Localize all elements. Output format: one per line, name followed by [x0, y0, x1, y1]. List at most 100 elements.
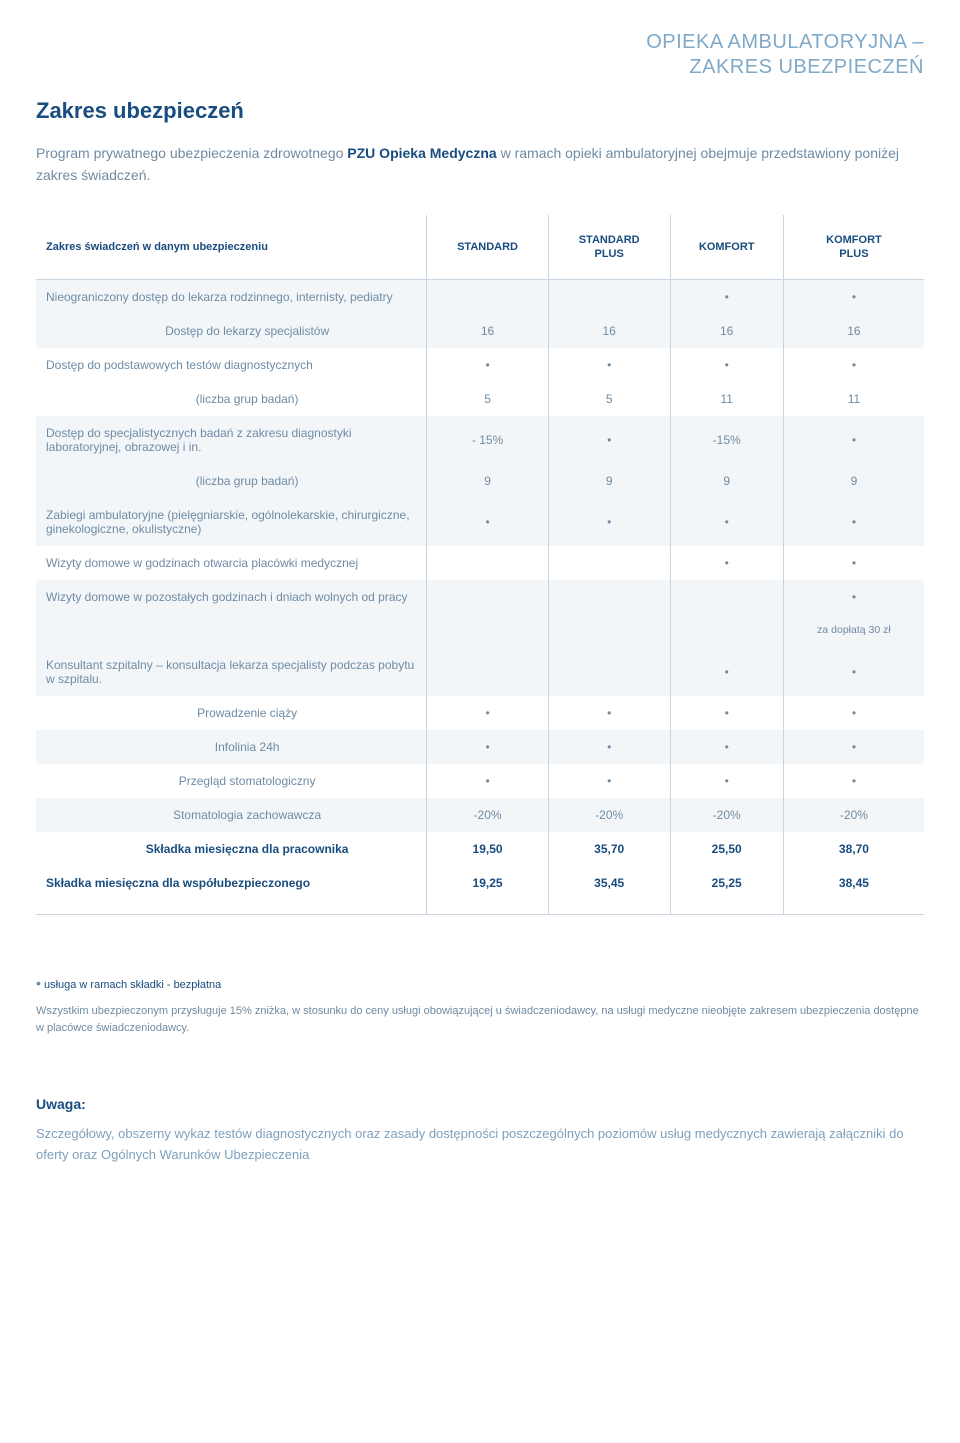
- cell: •: [783, 764, 924, 798]
- row-label: Dostęp do specjalistycznych badań z zakr…: [36, 416, 427, 464]
- table-row-note: za dopłatą 30 zł: [36, 614, 924, 648]
- cell: •: [548, 348, 670, 382]
- cell: 5: [548, 382, 670, 416]
- header-line2: ZAKRES UBEZPIECZEŃ: [689, 56, 924, 78]
- cell: •: [670, 498, 783, 546]
- row-label: (liczba grup badań): [36, 382, 427, 416]
- cell: [427, 648, 549, 696]
- cell: •: [427, 764, 549, 798]
- cell: 11: [783, 382, 924, 416]
- table-row: Dostęp do specjalistycznych badań z zakr…: [36, 416, 924, 464]
- row-label: Zabiegi ambulatoryjne (pielęgniarskie, o…: [36, 498, 427, 546]
- legend-label: usługa w ramach składki - bezpłatna: [41, 979, 221, 991]
- cell: •: [670, 546, 783, 580]
- section-header: OPIEKA AMBULATORYJNA – ZAKRES UBEZPIECZE…: [36, 30, 924, 80]
- row-label: Składka miesięczna dla współubezpieczone…: [36, 866, 427, 915]
- row-label-empty: [36, 614, 427, 648]
- cell: •: [783, 648, 924, 696]
- note-paragraph: Szczegółowy, obszerny wykaz testów diagn…: [36, 1124, 924, 1166]
- col-komfort: KOMFORT: [670, 215, 783, 280]
- cell: •: [670, 730, 783, 764]
- row-label: Dostęp do lekarzy specjalistów: [36, 314, 427, 348]
- cell: •: [783, 416, 924, 464]
- table-row: Dostęp do lekarzy specjalistów 16 16 16 …: [36, 314, 924, 348]
- table-row: Stomatologia zachowawcza -20% -20% -20% …: [36, 798, 924, 832]
- col-standard-plus: STANDARD PLUS: [548, 215, 670, 280]
- legend: • usługa w ramach składki - bezpłatna: [36, 975, 924, 991]
- table-row: Wizyty domowe w godzinach otwarcia placó…: [36, 546, 924, 580]
- cell: [427, 614, 549, 648]
- row-label: Składka miesięczna dla pracownika: [36, 832, 427, 866]
- row-label: (liczba grup badań): [36, 464, 427, 498]
- coverage-table: Zakres świadczeń w danym ubezpieczeniu S…: [36, 215, 924, 915]
- cell: 25,50: [670, 832, 783, 866]
- cell: •: [783, 696, 924, 730]
- cell: -20%: [548, 798, 670, 832]
- cell: -20%: [670, 798, 783, 832]
- row-label: Infolinia 24h: [36, 730, 427, 764]
- cell: 38,45: [783, 866, 924, 915]
- cell: [548, 614, 670, 648]
- cell: •: [670, 348, 783, 382]
- cell: •: [548, 764, 670, 798]
- cell: [548, 648, 670, 696]
- intro-paragraph: Program prywatnego ubezpieczenia zdrowot…: [36, 142, 924, 187]
- cell: 35,45: [548, 866, 670, 915]
- table-row-premium-coinsured: Składka miesięczna dla współubezpieczone…: [36, 866, 924, 915]
- cell: •: [783, 280, 924, 315]
- cell: [670, 580, 783, 614]
- row-label: Stomatologia zachowawcza: [36, 798, 427, 832]
- col-komfort-plus-l1: KOMFORT: [826, 234, 882, 246]
- table-header-row: Zakres świadczeń w danym ubezpieczeniu S…: [36, 215, 924, 280]
- page-title: Zakres ubezpieczeń: [36, 98, 924, 124]
- table-row: Prowadzenie ciąży • • • •: [36, 696, 924, 730]
- row-label: Wizyty domowe w pozostałych godzinach i …: [36, 580, 427, 614]
- cell: •: [670, 648, 783, 696]
- intro-bold: PZU Opieka Medyczna: [347, 145, 496, 161]
- cell: •: [670, 764, 783, 798]
- cell: - 15%: [427, 416, 549, 464]
- cell: 38,70: [783, 832, 924, 866]
- table-row-premium-employee: Składka miesięczna dla pracownika 19,50 …: [36, 832, 924, 866]
- cell: •: [548, 730, 670, 764]
- cell: •: [548, 498, 670, 546]
- table-row: Infolinia 24h • • • •: [36, 730, 924, 764]
- cell: [427, 280, 549, 315]
- cell: 19,25: [427, 866, 549, 915]
- cell: 35,70: [548, 832, 670, 866]
- cell: 9: [670, 464, 783, 498]
- cell: 9: [783, 464, 924, 498]
- header-line1: OPIEKA AMBULATORYJNA –: [646, 31, 924, 53]
- cell: •: [548, 696, 670, 730]
- cell: [548, 280, 670, 315]
- cell: •: [670, 696, 783, 730]
- cell: [548, 580, 670, 614]
- cell: 16: [548, 314, 670, 348]
- col-komfort-plus: KOMFORT PLUS: [783, 215, 924, 280]
- row-label: Nieograniczony dostęp do lekarza rodzinn…: [36, 280, 427, 315]
- cell: 11: [670, 382, 783, 416]
- cell: •: [548, 416, 670, 464]
- cell: 9: [548, 464, 670, 498]
- table-row: Wizyty domowe w pozostałych godzinach i …: [36, 580, 924, 614]
- cell: 19,50: [427, 832, 549, 866]
- row-label: Wizyty domowe w godzinach otwarcia placó…: [36, 546, 427, 580]
- cell: 5: [427, 382, 549, 416]
- row-label: Dostęp do podstawowych testów diagnostyc…: [36, 348, 427, 382]
- cell: •: [783, 498, 924, 546]
- table-row: (liczba grup badań) 9 9 9 9: [36, 464, 924, 498]
- cell: •: [783, 730, 924, 764]
- cell: [670, 614, 783, 648]
- cell: -20%: [427, 798, 549, 832]
- col-label: Zakres świadczeń w danym ubezpieczeniu: [36, 215, 427, 280]
- table-row: Przegląd stomatologiczny • • • •: [36, 764, 924, 798]
- cell: -20%: [783, 798, 924, 832]
- cell: 16: [783, 314, 924, 348]
- cell: •: [783, 580, 924, 614]
- table-row: Konsultant szpitalny – konsultacja lekar…: [36, 648, 924, 696]
- cell: •: [427, 498, 549, 546]
- table-row: Dostęp do podstawowych testów diagnostyc…: [36, 348, 924, 382]
- table-row: Zabiegi ambulatoryjne (pielęgniarskie, o…: [36, 498, 924, 546]
- cell: •: [670, 280, 783, 315]
- cell: 16: [427, 314, 549, 348]
